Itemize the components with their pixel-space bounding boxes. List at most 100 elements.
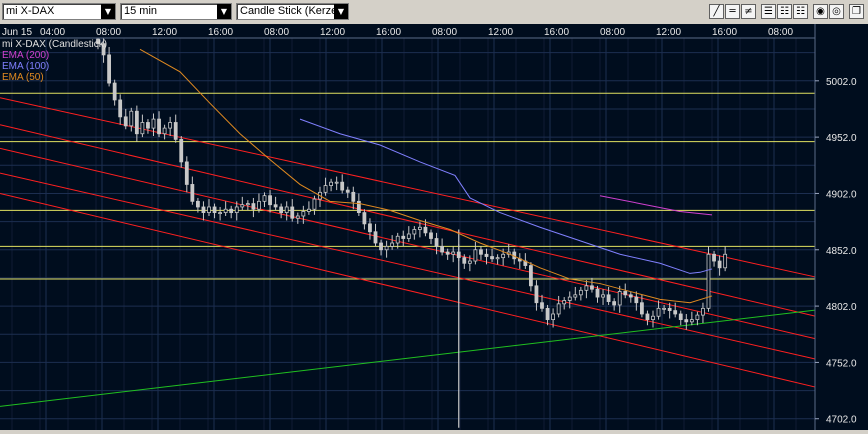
candle-body [495,257,500,260]
channel-line [0,124,831,321]
candle-body [207,206,211,213]
candle-body [201,206,206,213]
grid-icon[interactable]: ☷ [777,4,792,19]
candle-body [229,208,234,213]
candle-body [340,181,345,191]
y-tick-label: 4902.0 [826,189,857,200]
candle-body [662,307,666,310]
x-tick-label: 08:00 [264,27,289,38]
candle-body [212,206,217,213]
candle-body [540,302,544,309]
candle-body [379,242,383,251]
grid-alt-icon[interactable]: ☷ [793,4,808,19]
candle-body [645,313,650,321]
x-tick-label: 08:00 [96,27,121,38]
candle-body [395,235,400,244]
candle-body [678,313,683,321]
candle-body [218,212,223,214]
chevron-down-icon[interactable]: ▼ [334,4,348,19]
candle-body [157,118,161,135]
chevron-down-icon[interactable]: ▼ [101,4,115,19]
symbol-select[interactable]: mi X-DAX ▼ [2,3,116,20]
candle-body [312,198,317,210]
candle-body [401,235,406,239]
candle-body [107,54,111,84]
candle-body [301,211,306,217]
candle-body [573,294,578,298]
candle-body [612,301,617,306]
candle-body [673,310,678,315]
candle-body [173,122,178,140]
channel-line [0,192,831,392]
price-axis-background [815,24,868,430]
candle-body [706,253,711,309]
line-tool-icon[interactable]: ╱ [709,4,724,19]
candle-body [295,215,300,219]
chevron-down-icon[interactable]: ▼ [217,4,231,19]
candle-body [590,285,594,290]
channel-line [0,172,831,363]
candle-body [345,189,350,193]
candle-body [484,253,489,257]
fibonacci-icon[interactable]: ☰ [761,4,776,19]
x-tick-label: 12:00 [152,27,177,38]
candle-body [545,307,550,321]
y-tick-label: 5002.0 [826,77,857,88]
candle-body [184,161,189,185]
legend-ema-50: EMA (50) [2,72,44,83]
channel-tool-icon[interactable]: ≠ [741,4,756,19]
chart-style-select[interactable]: Candle Stick (Kerze ▼ [236,3,349,20]
candle-body [567,296,572,301]
legend-ema-200: EMA (200) [2,50,49,61]
candle-body [162,127,167,135]
candle-body [245,203,250,206]
candle-body [101,43,106,56]
horizontal-line-icon[interactable]: ═ [725,4,740,19]
candle-body [356,200,361,213]
candle-body [284,206,289,213]
x-tick-label: 16:00 [376,27,401,38]
zoom-in-icon[interactable]: ◉ [813,4,828,19]
candle-body [323,185,328,193]
candle-body [368,223,372,233]
candle-body [445,251,450,255]
candle-body [257,200,261,210]
candle-body [390,242,395,247]
candle-body [373,231,378,244]
candle-body [384,245,389,251]
candle-body [701,307,705,316]
candle-body [606,294,611,302]
interval-select[interactable]: 15 min ▼ [120,3,232,20]
candle-body [640,302,644,315]
candle-body [351,191,356,202]
candle-body [656,307,661,317]
candle-body [623,291,628,296]
candle-body [168,122,173,129]
candle-body [556,303,561,315]
x-tick-label: 12:00 [320,27,345,38]
candle-body [462,257,467,264]
candle-body [329,181,334,186]
candle-body [501,253,506,259]
candle-body [601,294,605,298]
candle-body [151,118,156,129]
candle-body [279,206,284,213]
candle-body [617,291,622,306]
x-tick-label: 12:00 [488,27,513,38]
candle-body [467,260,472,264]
candle-body [417,226,422,230]
legend-title: mi X-DAX (Candlestick) [2,39,107,50]
candle-body [412,229,417,235]
maximize-icon[interactable]: ❐ [849,4,864,19]
chart-area[interactable]: Jun 15 04:00 08:00 12:00 16:00 08:00 12:00 16:0… [0,24,868,430]
candle-body [96,38,100,45]
price-chart[interactable]: Jun 15 04:00 08:00 12:00 16:00 08:00 12:00 16:0… [0,24,868,430]
candle-body [234,206,239,213]
chart-toolbar: mi X-DAX ▼ 15 min ▼ Candle Stick (Kerze … [0,0,868,25]
channel-line [0,147,831,343]
candle-body [118,99,123,118]
zoom-out-icon[interactable]: ◎ [829,4,844,19]
x-tick-label: 08:00 [768,27,793,38]
candle-body [529,265,533,287]
candle-body [651,315,655,321]
